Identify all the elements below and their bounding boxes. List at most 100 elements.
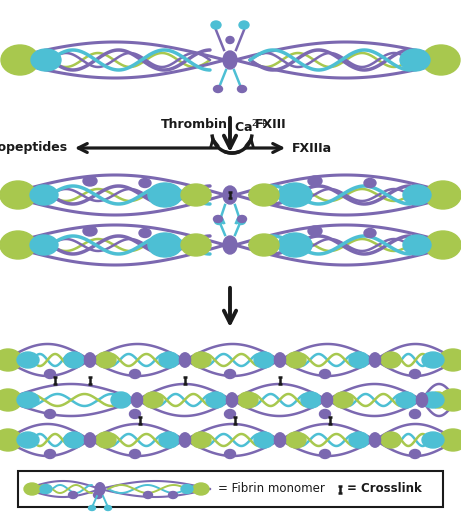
Ellipse shape bbox=[226, 393, 237, 407]
Ellipse shape bbox=[254, 352, 274, 368]
Ellipse shape bbox=[17, 352, 39, 368]
Ellipse shape bbox=[130, 410, 141, 418]
Ellipse shape bbox=[89, 505, 95, 510]
Ellipse shape bbox=[139, 228, 151, 238]
Ellipse shape bbox=[239, 21, 249, 29]
Ellipse shape bbox=[143, 392, 163, 408]
Ellipse shape bbox=[179, 433, 190, 447]
Ellipse shape bbox=[286, 352, 306, 368]
Ellipse shape bbox=[213, 216, 223, 223]
Ellipse shape bbox=[181, 484, 193, 494]
Text: FXIII: FXIII bbox=[255, 118, 287, 131]
Ellipse shape bbox=[308, 226, 322, 236]
FancyBboxPatch shape bbox=[18, 471, 443, 507]
Ellipse shape bbox=[278, 233, 312, 257]
Ellipse shape bbox=[45, 450, 55, 459]
Ellipse shape bbox=[274, 353, 286, 367]
Ellipse shape bbox=[403, 185, 431, 205]
Ellipse shape bbox=[396, 392, 416, 408]
Ellipse shape bbox=[30, 235, 58, 255]
Text: = Crosslink: = Crosslink bbox=[347, 482, 422, 496]
Ellipse shape bbox=[30, 185, 58, 205]
Ellipse shape bbox=[159, 352, 179, 368]
Ellipse shape bbox=[238, 392, 258, 408]
Ellipse shape bbox=[369, 353, 381, 367]
Ellipse shape bbox=[319, 370, 331, 378]
Ellipse shape bbox=[64, 432, 84, 448]
Text: Ca$^{2+}$: Ca$^{2+}$ bbox=[234, 119, 267, 135]
Ellipse shape bbox=[131, 393, 142, 407]
Ellipse shape bbox=[236, 218, 246, 224]
Text: Fibrinopeptides: Fibrinopeptides bbox=[0, 141, 68, 155]
Ellipse shape bbox=[223, 236, 237, 254]
Ellipse shape bbox=[254, 432, 274, 448]
Ellipse shape bbox=[211, 21, 221, 29]
Ellipse shape bbox=[308, 176, 322, 186]
Ellipse shape bbox=[422, 45, 460, 75]
Text: Thrombin: Thrombin bbox=[161, 118, 228, 132]
Ellipse shape bbox=[422, 392, 444, 408]
Ellipse shape bbox=[249, 184, 279, 206]
Ellipse shape bbox=[169, 492, 177, 499]
Ellipse shape bbox=[105, 505, 112, 510]
Ellipse shape bbox=[206, 392, 226, 408]
Text: = Fibrin monomer: = Fibrin monomer bbox=[218, 482, 325, 496]
Ellipse shape bbox=[31, 49, 61, 71]
Ellipse shape bbox=[286, 432, 306, 448]
Ellipse shape bbox=[301, 392, 321, 408]
Ellipse shape bbox=[148, 183, 182, 207]
Ellipse shape bbox=[45, 410, 55, 418]
Ellipse shape bbox=[111, 392, 131, 408]
Ellipse shape bbox=[409, 450, 420, 459]
Ellipse shape bbox=[0, 429, 22, 451]
Ellipse shape bbox=[249, 234, 279, 256]
Ellipse shape bbox=[333, 392, 353, 408]
Ellipse shape bbox=[24, 483, 40, 495]
Ellipse shape bbox=[0, 389, 22, 411]
Ellipse shape bbox=[425, 231, 461, 259]
Ellipse shape bbox=[179, 353, 190, 367]
Ellipse shape bbox=[193, 483, 209, 495]
Ellipse shape bbox=[45, 370, 55, 378]
Ellipse shape bbox=[226, 36, 234, 44]
Ellipse shape bbox=[439, 349, 461, 371]
Text: FXIIIa: FXIIIa bbox=[292, 141, 332, 155]
Ellipse shape bbox=[381, 432, 401, 448]
Ellipse shape bbox=[237, 86, 247, 93]
Ellipse shape bbox=[409, 370, 420, 378]
Ellipse shape bbox=[181, 234, 211, 256]
Ellipse shape bbox=[364, 228, 376, 238]
Ellipse shape bbox=[191, 432, 211, 448]
Ellipse shape bbox=[422, 352, 444, 368]
Ellipse shape bbox=[319, 450, 331, 459]
Ellipse shape bbox=[181, 184, 211, 206]
Ellipse shape bbox=[139, 179, 151, 187]
Ellipse shape bbox=[40, 484, 52, 494]
Ellipse shape bbox=[403, 235, 431, 255]
Ellipse shape bbox=[400, 49, 430, 71]
Ellipse shape bbox=[422, 432, 444, 448]
Ellipse shape bbox=[439, 389, 461, 411]
Ellipse shape bbox=[409, 410, 420, 418]
Ellipse shape bbox=[214, 218, 224, 224]
Ellipse shape bbox=[84, 433, 95, 447]
Ellipse shape bbox=[1, 45, 39, 75]
Ellipse shape bbox=[223, 51, 237, 69]
Ellipse shape bbox=[369, 433, 381, 447]
Ellipse shape bbox=[0, 349, 22, 371]
Ellipse shape bbox=[321, 393, 332, 407]
Ellipse shape bbox=[213, 86, 223, 93]
Ellipse shape bbox=[95, 483, 105, 495]
Ellipse shape bbox=[148, 233, 182, 257]
Ellipse shape bbox=[319, 410, 331, 418]
Ellipse shape bbox=[237, 216, 247, 223]
Ellipse shape bbox=[439, 429, 461, 451]
Ellipse shape bbox=[130, 370, 141, 378]
Ellipse shape bbox=[225, 410, 236, 418]
Ellipse shape bbox=[428, 392, 448, 408]
Ellipse shape bbox=[64, 352, 84, 368]
Ellipse shape bbox=[416, 393, 428, 407]
Ellipse shape bbox=[17, 432, 39, 448]
Ellipse shape bbox=[225, 370, 236, 378]
Ellipse shape bbox=[143, 492, 153, 499]
